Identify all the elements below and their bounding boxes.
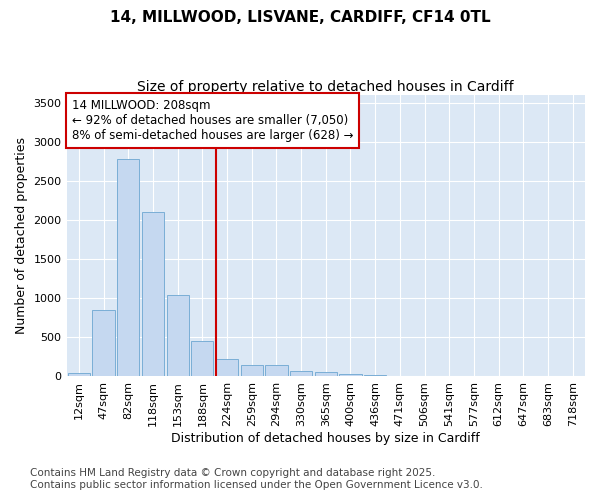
Bar [117,159,139,376]
Text: Contains HM Land Registry data © Crown copyright and database right 2025.
Contai: Contains HM Land Registry data © Crown c… [30,468,483,490]
Bar [68,372,90,376]
Y-axis label: Number of detached properties: Number of detached properties [15,138,28,334]
Bar [92,310,115,376]
Bar [191,340,214,376]
Bar [364,375,386,376]
Bar [216,360,238,376]
Bar [290,370,312,376]
Text: 14 MILLWOOD: 208sqm
← 92% of detached houses are smaller (7,050)
8% of semi-deta: 14 MILLWOOD: 208sqm ← 92% of detached ho… [72,100,353,142]
Bar [142,212,164,376]
X-axis label: Distribution of detached houses by size in Cardiff: Distribution of detached houses by size … [172,432,480,445]
Bar [241,364,263,376]
Text: 14, MILLWOOD, LISVANE, CARDIFF, CF14 0TL: 14, MILLWOOD, LISVANE, CARDIFF, CF14 0TL [110,10,490,25]
Bar [340,374,362,376]
Bar [167,295,189,376]
Bar [314,372,337,376]
Title: Size of property relative to detached houses in Cardiff: Size of property relative to detached ho… [137,80,514,94]
Bar [265,364,287,376]
